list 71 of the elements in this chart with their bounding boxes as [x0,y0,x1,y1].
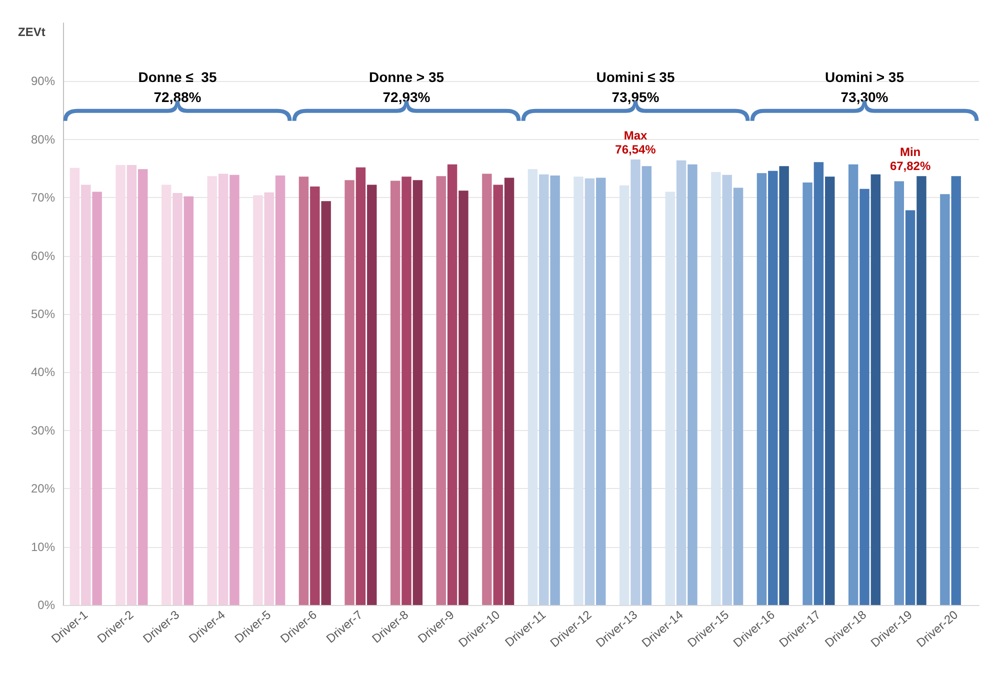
y-tick-label: 50% [30,307,56,321]
annotation: Max 76,54% [615,128,656,157]
bar [630,160,640,605]
bar [860,188,870,605]
bar [676,160,686,605]
bar [116,165,126,605]
bar [768,170,778,605]
bar [367,184,377,605]
bar [951,176,961,605]
bar [550,175,560,605]
bar [894,181,904,605]
bar [81,184,91,605]
bar [138,169,148,605]
bar [70,168,80,605]
bar [504,178,514,605]
bar [848,164,858,605]
bar [298,176,309,605]
bar [916,176,926,605]
bar [458,190,468,605]
bar [161,184,172,605]
bar [733,188,744,605]
bar [940,194,950,605]
bar [756,173,767,605]
bar [126,165,137,605]
annotation: Donne > 35 72,93% [368,69,444,106]
bar [275,175,286,605]
bar [642,166,652,605]
y-axis-title: ZEVt [18,25,46,39]
bar [356,167,366,605]
bar [184,196,194,605]
y-tick-label: 20% [30,482,56,496]
bar [92,192,102,605]
bar [802,182,812,605]
bar [412,180,423,605]
annotation: Min 67,82% [890,145,931,174]
bar [264,192,274,605]
bar [870,174,881,605]
bar [218,174,228,605]
bar [253,195,263,605]
bar [310,186,320,605]
bar [402,176,412,605]
y-tick-label: 0% [38,598,56,612]
bar [207,176,217,605]
y-tick-label: 90% [30,74,56,88]
bar [493,184,503,605]
annotation: Donne ≤ 35 72,88% [138,69,217,106]
bar [539,174,549,605]
annotation: Uomini ≤ 35 73,95% [596,69,675,106]
bar [722,174,732,605]
y-tick-label: 70% [30,190,56,205]
bar [584,178,595,605]
bar [390,180,400,605]
bar [688,164,698,605]
bar [905,210,916,605]
bar [344,180,354,605]
y-tick-label: 10% [30,540,56,554]
bar [825,176,835,605]
bar [172,192,182,605]
y-tick-label: 60% [30,248,56,263]
y-tick-label: 80% [30,132,56,146]
bar [596,178,606,605]
y-tick-label: 30% [30,423,56,438]
bar [321,201,331,605]
bar [779,166,789,605]
annotation: Uomini > 35 73,30% [825,69,904,106]
bar [230,174,240,605]
bar [436,176,446,605]
bar [814,162,824,605]
bar [482,174,492,605]
bar [447,164,458,605]
y-tick-label: 40% [30,365,56,380]
